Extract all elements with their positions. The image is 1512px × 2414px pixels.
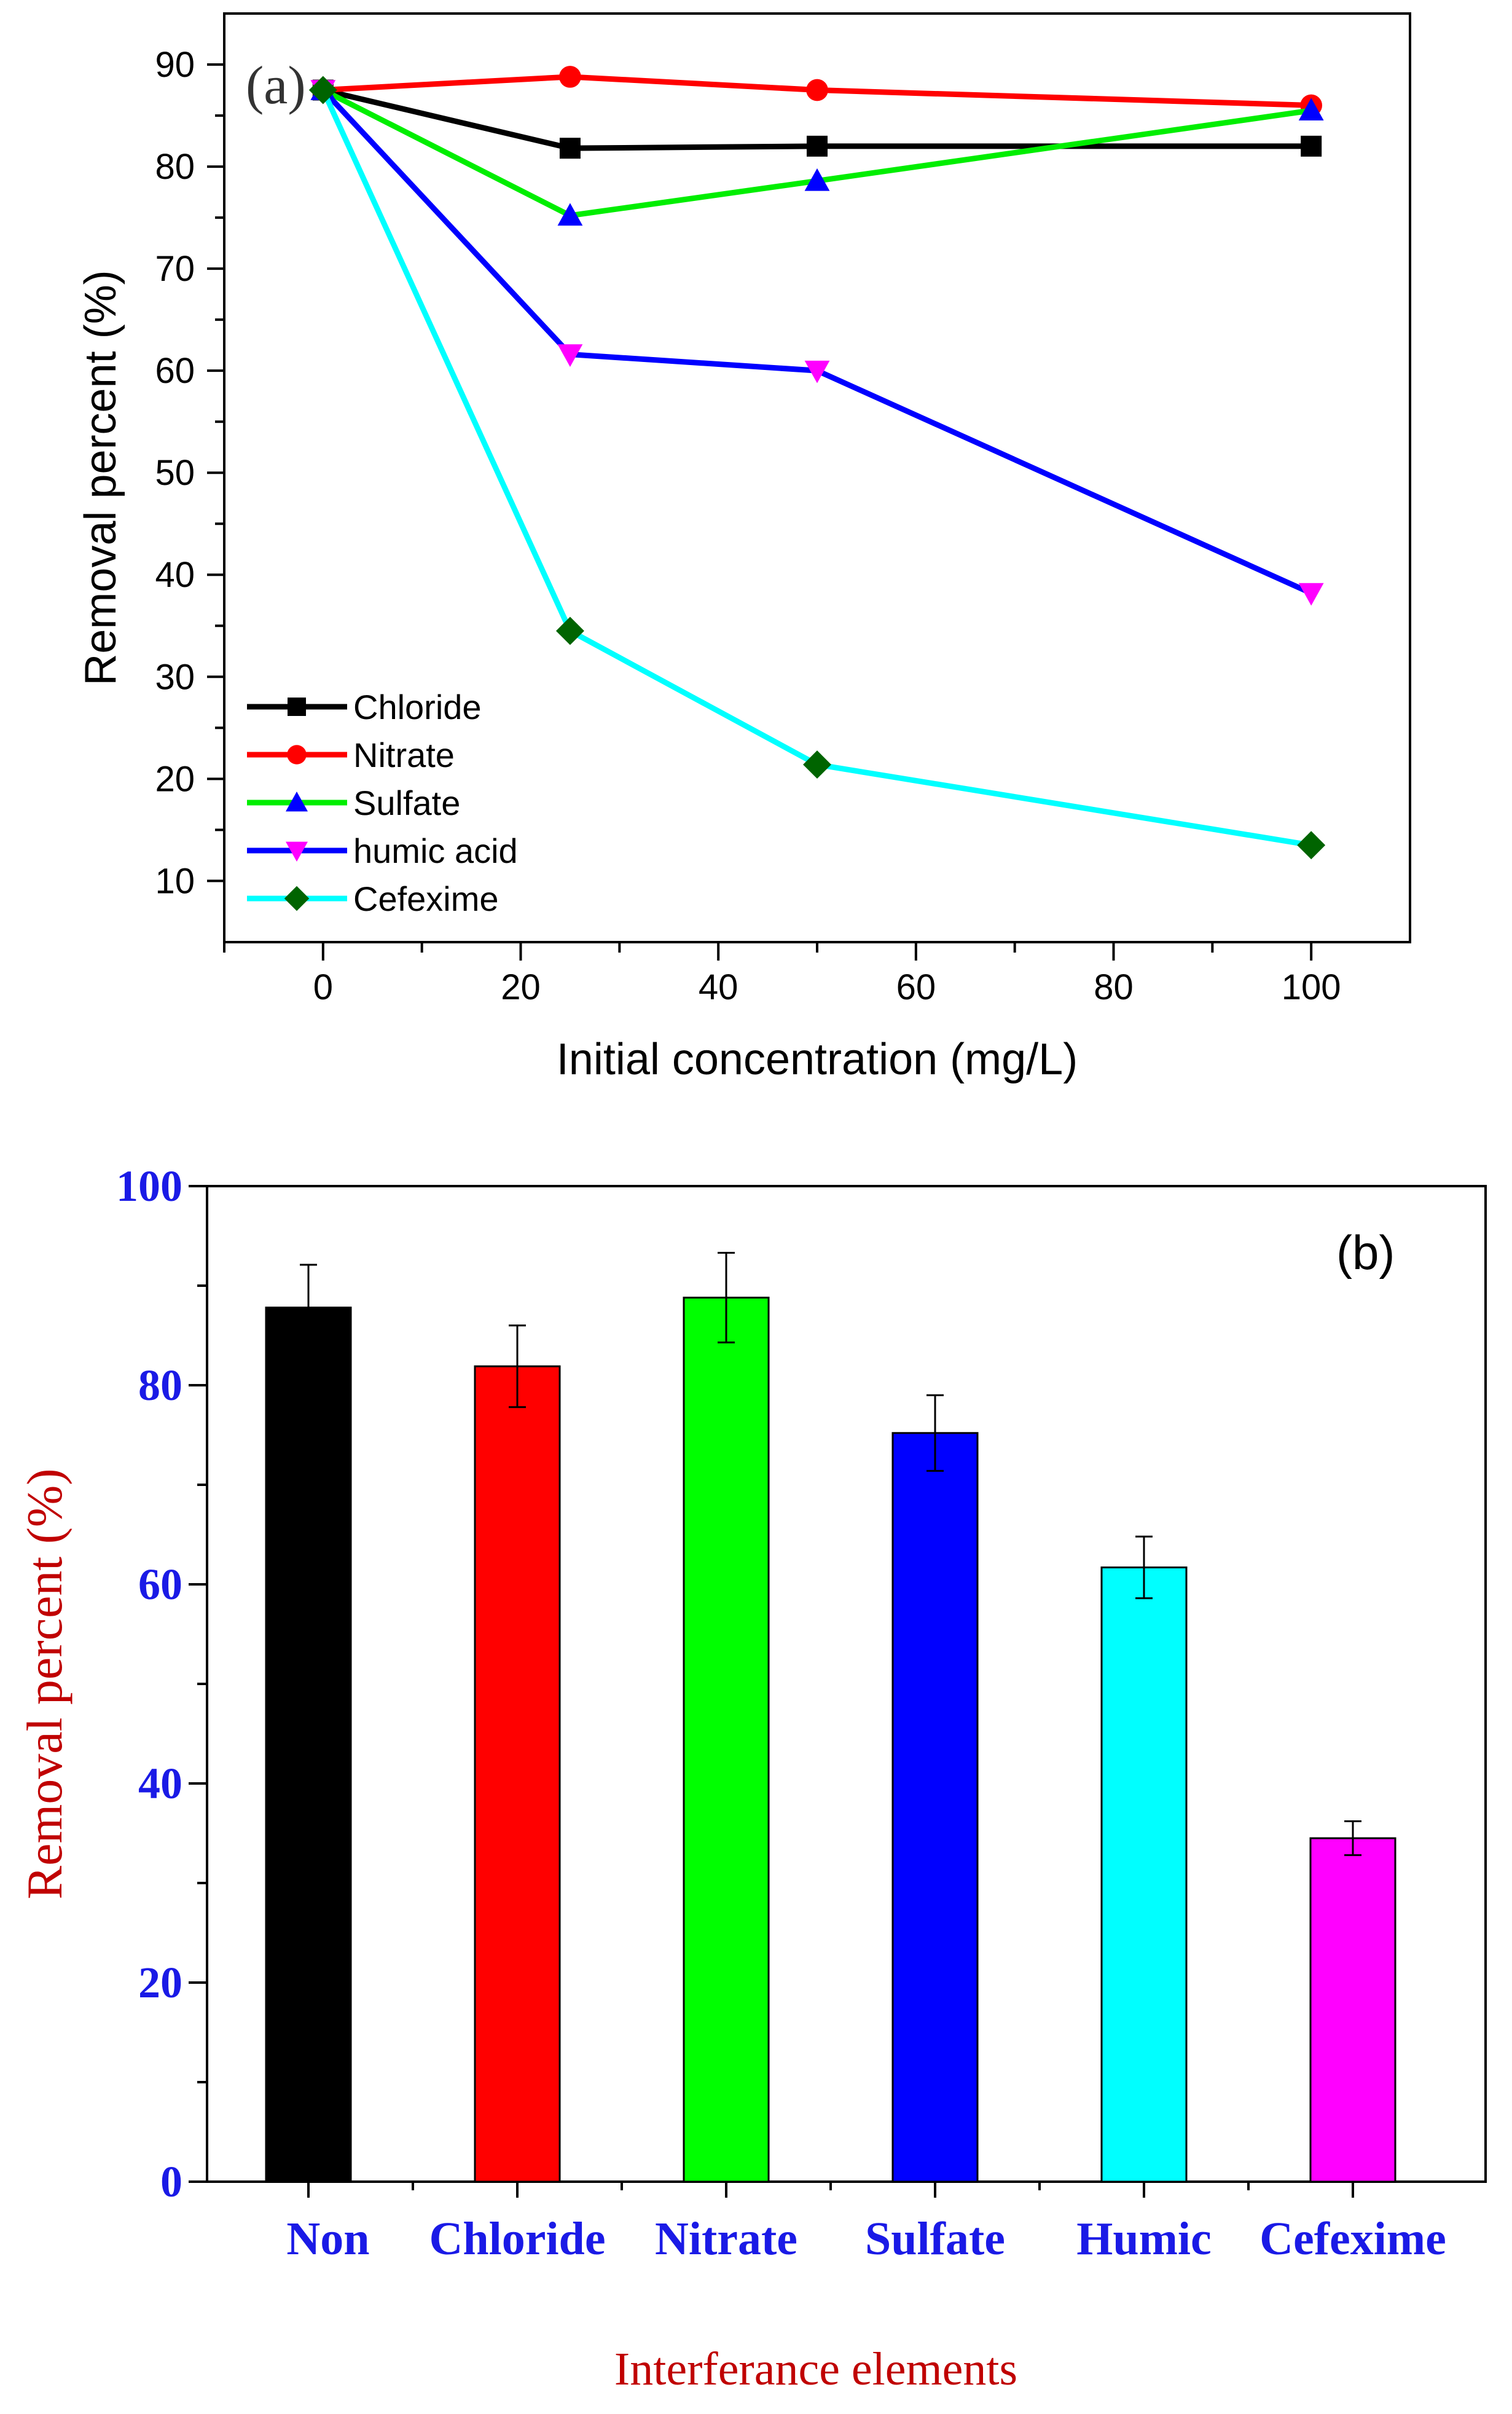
legend-marker	[284, 886, 310, 911]
category-label: Nitrate	[655, 2213, 797, 2265]
legend-marker	[288, 698, 306, 716]
panel-label-b: (b)	[1336, 1225, 1395, 1280]
y-tick-label-b: 100	[116, 1162, 182, 1211]
y-tick-label-a: 50	[155, 453, 195, 493]
bar	[683, 1296, 770, 2183]
series-line	[321, 87, 1312, 219]
y-tick-label-a: 80	[155, 147, 195, 187]
data-point	[807, 135, 828, 157]
y-tick-label-a: 30	[155, 657, 195, 697]
y-tick-label-b: 0	[160, 2157, 182, 2206]
data-point	[803, 750, 831, 779]
data-point	[308, 76, 337, 104]
data-point	[1297, 831, 1326, 860]
panel-b-bar-chart: 0 20 40 60 80 100 Non Chloride Nitrate Sulfate Hum…	[17, 1162, 1487, 2395]
bar	[1309, 1837, 1396, 2183]
x-axis-label-b: Interferance elements	[614, 2343, 1017, 2395]
x-tick-label-a: 40	[699, 967, 738, 1007]
x-axis-label-a: Initial concentration (mg/L)	[557, 1035, 1078, 1084]
legend-label: humic acid	[353, 832, 518, 870]
category-label: Sulfate	[865, 2213, 1005, 2265]
legend-marker	[287, 745, 307, 765]
data-point	[1298, 98, 1324, 121]
data-point	[804, 360, 830, 383]
y-tick-label-a: 60	[155, 351, 195, 391]
data-point	[1301, 135, 1322, 157]
legend-marker	[286, 792, 308, 812]
data-point	[559, 138, 581, 159]
legend-label: Chloride	[353, 688, 482, 726]
bar	[474, 1365, 561, 2183]
y-tick-label-b: 20	[138, 1958, 182, 2007]
data-point	[557, 203, 583, 226]
bar	[265, 1307, 352, 2183]
data-point	[1298, 583, 1324, 606]
series-line	[323, 74, 1312, 108]
legend-marker	[286, 841, 308, 862]
y-tick-label-b: 60	[138, 1560, 182, 1609]
x-tick-label-a: 0	[313, 967, 333, 1007]
panel-a-line-chart: 0 20 40 60 80 100 10 20 30 40 50 60 70 80 90 Initial co…	[76, 12, 1411, 1084]
x-tick-label-a: 60	[896, 967, 936, 1007]
x-tick-label-a: 20	[501, 967, 541, 1007]
y-axis-label-b: Removal percent (%)	[17, 1468, 72, 1899]
series-nitrate	[311, 66, 1323, 117]
category-label: Chloride	[429, 2213, 605, 2265]
legend-label: Sulfate	[353, 784, 460, 822]
y-tick-label-b: 40	[138, 1759, 182, 1808]
y-tick-label-a: 20	[155, 759, 195, 799]
bar	[1100, 1566, 1188, 2183]
bar	[891, 1432, 979, 2183]
x-tick-label-a: 80	[1094, 967, 1134, 1007]
legend-label: Nitrate	[353, 736, 455, 774]
data-point	[555, 616, 584, 645]
y-tick-label-a: 90	[155, 45, 195, 85]
y-tick-label-a: 70	[155, 249, 195, 289]
category-label: Non	[286, 2213, 369, 2265]
data-point	[806, 79, 828, 101]
y-axis-label-a: Removal percent (%)	[76, 270, 125, 685]
y-tick-label-b: 80	[138, 1361, 182, 1410]
y-tick-label-a: 40	[155, 555, 195, 595]
series-line	[321, 88, 1313, 596]
data-point	[804, 168, 830, 191]
plot-frame-b	[206, 1185, 1487, 2183]
data-point	[559, 66, 581, 88]
x-tick-label-a: 100	[1282, 967, 1341, 1007]
data-point	[557, 344, 583, 367]
category-label: Cefexime	[1259, 2213, 1446, 2265]
y-tick-label-a: 10	[155, 861, 195, 901]
series-line	[320, 88, 1312, 848]
panel-label-a: (a)	[246, 56, 306, 116]
series-cefexime	[308, 76, 1326, 860]
category-label: Humic	[1076, 2213, 1212, 2265]
legend-a: Chloride Nitrate Sulfate humic acid Cefexime	[247, 688, 518, 918]
legend-label: Cefexime	[353, 879, 499, 918]
